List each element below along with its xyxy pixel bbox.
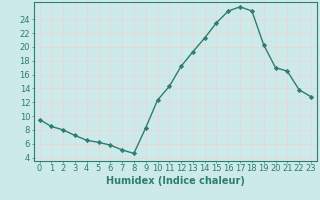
X-axis label: Humidex (Indice chaleur): Humidex (Indice chaleur): [106, 176, 244, 186]
